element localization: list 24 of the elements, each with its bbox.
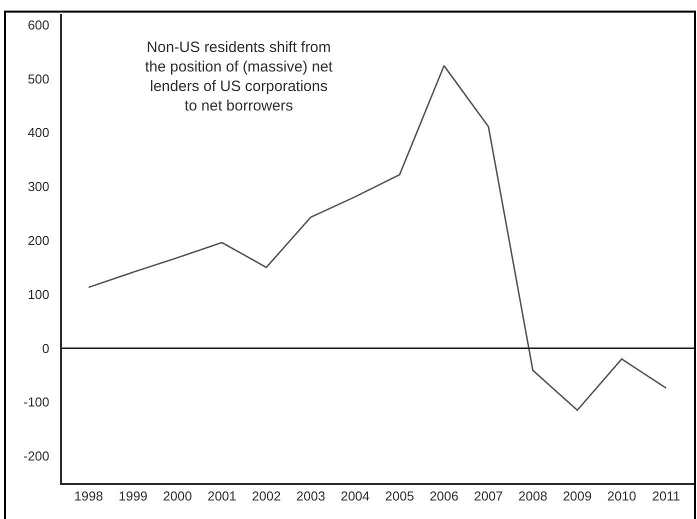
x-tick-label: 2007 [474, 488, 503, 504]
annotation: Non-US residents shift from the position of (massive) net lenders of US corporations to net borrowers [145, 39, 334, 114]
x-tick-label: 2008 [518, 488, 548, 504]
y-tick-label: -100 [23, 394, 50, 410]
y-tick-label: 100 [28, 286, 50, 302]
x-tick-label: 2006 [430, 488, 458, 504]
y-tick-label: -200 [23, 448, 50, 464]
x-tick-label: 2000 [163, 488, 192, 504]
x-tick-label: 2010 [607, 488, 636, 504]
y-tick-label: 500 [28, 71, 50, 86]
x-tick-label: 2009 [562, 488, 592, 504]
x-tick-label: 2003 [296, 488, 326, 504]
x-tick-label: 2011 [652, 488, 680, 504]
x-tick-label: 1998 [74, 488, 104, 504]
x-tick-label: 1999 [118, 488, 148, 504]
x-tick-label: 2001 [207, 488, 236, 504]
x-tick-label: 2005 [385, 488, 414, 504]
y-tick-label: 300 [28, 179, 50, 194]
x-tick-label: 2004 [340, 488, 370, 504]
y-tick-label: 200 [28, 232, 50, 248]
y-tick-label: 600 [28, 17, 50, 32]
y-tick-label: 0 [42, 340, 50, 356]
x-tick-label: 2002 [252, 488, 281, 504]
y-tick-label: 400 [28, 125, 50, 140]
